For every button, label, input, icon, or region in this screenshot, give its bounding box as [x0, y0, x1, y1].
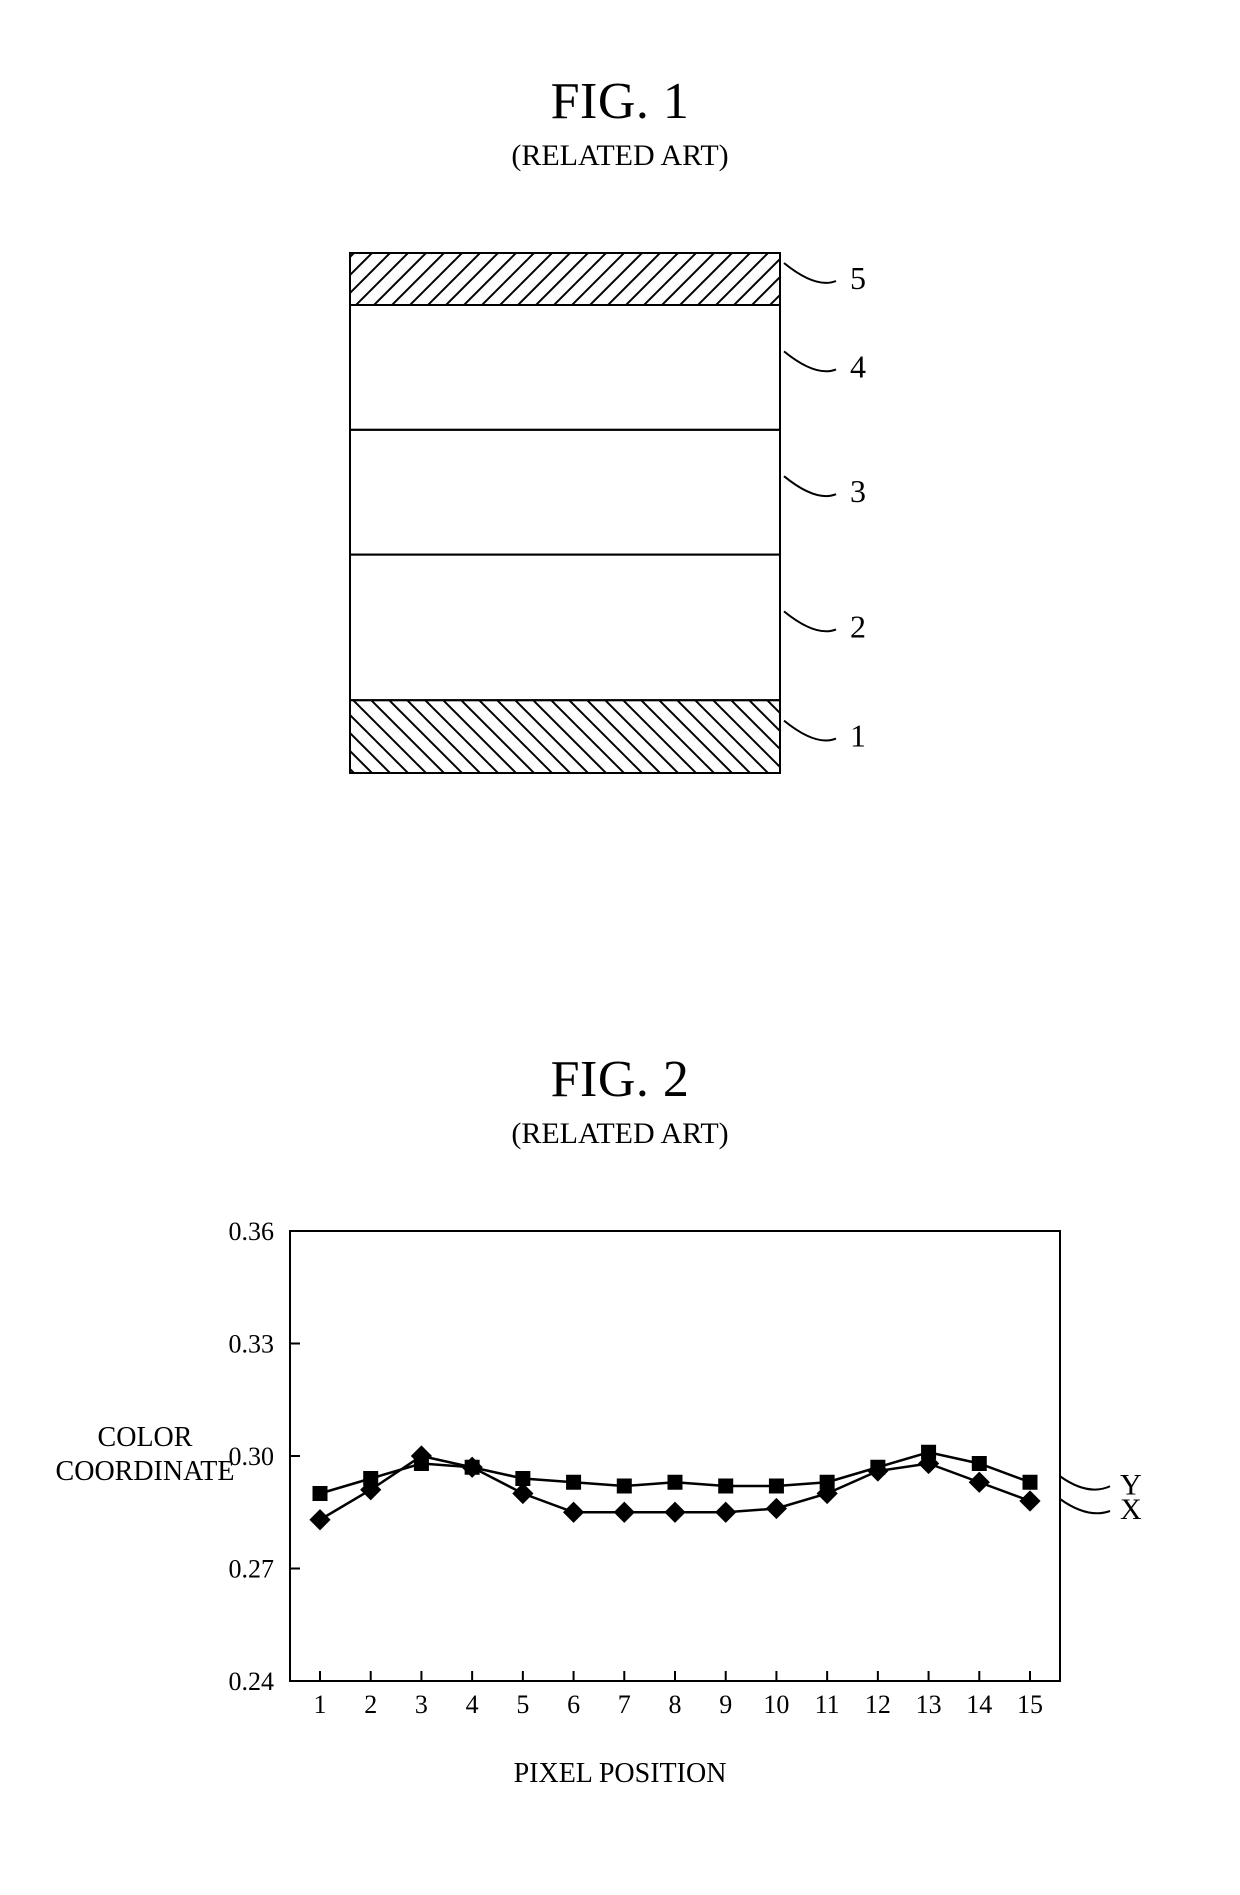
figure-1: FIG. 1 (RELATED ART) 5 4 3 2 1	[0, 72, 1240, 788]
xtick-label: 8	[669, 1690, 682, 1719]
xtick-label: 7	[618, 1690, 631, 1719]
xtick-label: 1	[314, 1690, 327, 1719]
layer-label: 4	[850, 348, 866, 384]
ytick-label: 0.36	[229, 1221, 275, 1246]
page: FIG. 1 (RELATED ART) 5 4 3 2 1 FIG. 2 (RELAT…	[0, 0, 1240, 1895]
fig2-xlabel: PIXEL POSITION	[95, 1758, 1145, 1790]
xtick-label: 13	[916, 1690, 942, 1719]
ytick-label: 0.24	[229, 1667, 275, 1696]
xtick-label: 2	[364, 1690, 377, 1719]
layer-label: 2	[850, 608, 866, 644]
fig2-title: FIG. 2	[0, 1050, 1240, 1109]
fig1-svg: 5 4 3 2 1	[310, 243, 930, 783]
xtick-label: 12	[865, 1690, 891, 1719]
ytick-label: 0.33	[229, 1330, 275, 1359]
fig1-diagram: 5 4 3 2 1	[310, 243, 930, 788]
fig1-subtitle: (RELATED ART)	[0, 139, 1240, 173]
xtick-label: 3	[415, 1690, 428, 1719]
xtick-label: 15	[1017, 1690, 1043, 1719]
layer-label: 5	[850, 260, 866, 296]
xtick-label: 5	[516, 1690, 529, 1719]
layer-label: 3	[850, 473, 866, 509]
fig1-title: FIG. 1	[0, 72, 1240, 131]
ytick-label: 0.27	[229, 1555, 275, 1584]
fig2-ylabel-line1: COLOR	[98, 1422, 193, 1453]
figure-2: FIG. 2 (RELATED ART) COLOR COORDINATE 0.…	[0, 1050, 1240, 1781]
xtick-label: 11	[815, 1690, 840, 1719]
xtick-label: 10	[763, 1690, 789, 1719]
xtick-label: 14	[966, 1690, 992, 1719]
layer-label: 1	[850, 718, 866, 754]
series-label-x: X	[1120, 1493, 1142, 1526]
fig2-subtitle: (RELATED ART)	[0, 1117, 1240, 1151]
xtick-label: 4	[466, 1690, 479, 1719]
fig2-ylabel: COLOR COORDINATE	[35, 1421, 255, 1488]
xtick-label: 6	[567, 1690, 580, 1719]
fig2-chart: COLOR COORDINATE 0.240.270.300.330.36123…	[95, 1221, 1145, 1781]
fig2-ylabel-line2: COORDINATE	[56, 1456, 235, 1487]
xtick-label: 9	[719, 1690, 732, 1719]
